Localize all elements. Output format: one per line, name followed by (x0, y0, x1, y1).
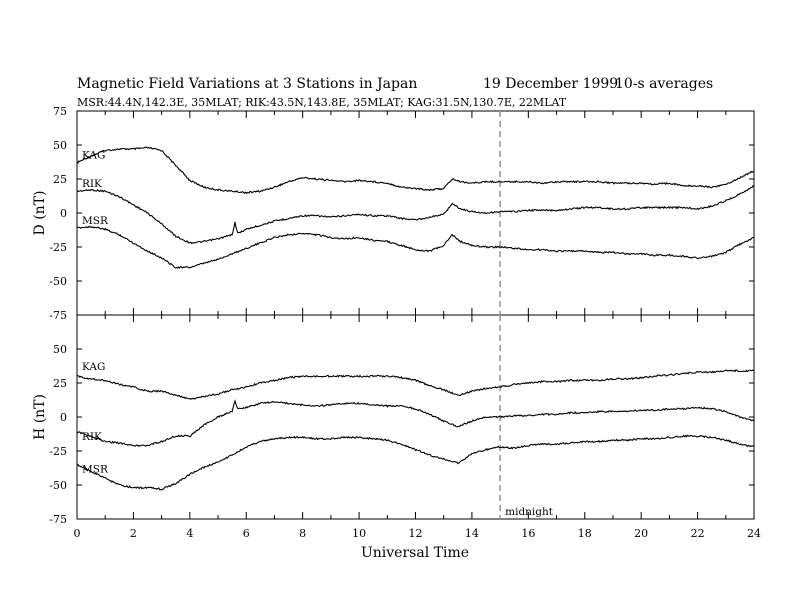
xtick-label: 8 (299, 527, 306, 540)
xtick-label: 16 (521, 527, 535, 540)
xtick-label: 4 (186, 527, 193, 540)
ytick-label-h: 50 (53, 343, 67, 356)
series-label-rik-d: RIK (82, 178, 102, 190)
series-label-kag-h: KAG (82, 361, 105, 373)
series-label-msr-h: MSR (82, 464, 109, 476)
xtick-label: 24 (747, 527, 761, 540)
panel-d-ylabel: D (nT) (32, 191, 48, 236)
ytick-label-d: 75 (53, 105, 67, 118)
x-axis-label: Universal Time (361, 545, 469, 561)
ytick-label-h: 25 (53, 377, 67, 390)
xtick-label: 6 (243, 527, 250, 540)
chart-layer: -75 -50 -25 0 25 50 75 KAG RIK MSR -75 -50 -25 0 25 50 0… (49, 105, 761, 540)
chart-title: Magnetic Field Variations at 3 Stations … (77, 76, 417, 92)
ytick-label-h: -25 (49, 445, 67, 458)
series-line-msr-d (77, 225, 754, 269)
panel-h-frame (76, 314, 755, 520)
series-label-kag-d: KAG (82, 150, 105, 162)
ytick-label-d: 0 (60, 207, 67, 220)
series-line-rik-h (77, 399, 755, 447)
xtick-label: 20 (634, 527, 648, 540)
series-line-kag-d (76, 146, 755, 195)
ytick-label-d: 50 (53, 139, 67, 152)
xtick-label: 22 (691, 527, 705, 540)
xtick-label: 10 (352, 527, 366, 540)
series-label-rik-h: RIK (82, 431, 102, 443)
series-line-kag-h (76, 369, 755, 400)
series-label-msr-d: MSR (82, 215, 109, 227)
ytick-label-h: -50 (49, 479, 67, 492)
panel-d-frame (76, 110, 755, 316)
stations-line: MSR:44.4N,142.3E, 35MLAT; RIK:43.5N,143.… (77, 96, 567, 109)
series-line-rik-d (76, 185, 755, 245)
series-line-msr-h (76, 434, 755, 491)
xtick-label: 18 (578, 527, 592, 540)
ytick-label-d: -25 (49, 241, 67, 254)
chart-averages: 10-s averages (615, 76, 713, 92)
ytick-label-d: -75 (49, 309, 67, 322)
chart-date: 19 December 1999 (483, 76, 618, 92)
ytick-label-d: -50 (49, 275, 67, 288)
xtick-label: 2 (130, 527, 137, 540)
ytick-label-h: -75 (49, 513, 67, 526)
xtick-label: 0 (74, 527, 81, 540)
panel-h-ylabel: H (nT) (32, 394, 48, 440)
xtick-label: 12 (409, 527, 423, 540)
ytick-label-h: 0 (60, 411, 67, 424)
midnight-annotation: midnight (505, 506, 554, 518)
xtick-label: 14 (465, 527, 479, 540)
ytick-label-d: 25 (53, 173, 67, 186)
